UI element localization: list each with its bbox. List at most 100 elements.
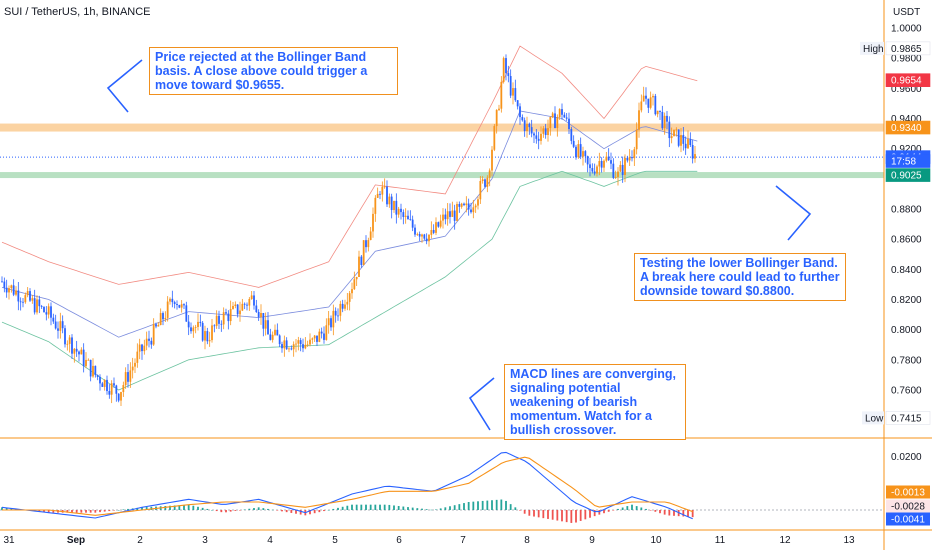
candle bbox=[295, 338, 297, 353]
candle bbox=[204, 325, 206, 350]
macd-histogram-bar bbox=[691, 510, 694, 518]
candle bbox=[666, 111, 668, 130]
candle bbox=[409, 210, 412, 221]
macd-histogram-bar bbox=[425, 509, 428, 510]
macd-histogram-bar bbox=[164, 506, 167, 510]
macd-histogram-bar bbox=[318, 510, 321, 513]
macd-histogram-bar bbox=[556, 510, 559, 521]
candle bbox=[591, 163, 594, 174]
candle bbox=[82, 343, 85, 373]
candle bbox=[404, 208, 407, 224]
candle bbox=[129, 362, 132, 388]
candle bbox=[661, 105, 664, 131]
candle bbox=[612, 158, 615, 180]
macd-histogram-bar bbox=[603, 510, 605, 514]
candle bbox=[645, 87, 647, 105]
candle bbox=[66, 340, 69, 351]
macd-histogram-bar bbox=[533, 510, 535, 517]
candle bbox=[593, 163, 596, 176]
macd-histogram-bar bbox=[43, 510, 45, 513]
candle bbox=[120, 391, 122, 407]
candle bbox=[169, 297, 171, 305]
candle bbox=[694, 146, 696, 163]
macd-histogram-bar bbox=[383, 504, 386, 510]
candle bbox=[463, 202, 465, 207]
price-tick: 0.8200 bbox=[891, 295, 922, 306]
macd-histogram-bar bbox=[309, 510, 311, 515]
candle bbox=[269, 328, 272, 341]
time-label: 11 bbox=[715, 535, 726, 546]
macd-histogram-bar bbox=[463, 503, 465, 510]
candle bbox=[208, 331, 211, 347]
candle bbox=[211, 319, 213, 343]
candle bbox=[19, 297, 22, 311]
candle bbox=[334, 307, 337, 323]
candle bbox=[78, 350, 80, 362]
macd-histogram-bar bbox=[313, 510, 316, 514]
candle bbox=[26, 287, 29, 298]
candle bbox=[304, 337, 307, 350]
candle bbox=[596, 164, 598, 177]
candle bbox=[197, 313, 199, 331]
candle bbox=[386, 180, 388, 207]
candle bbox=[248, 297, 251, 311]
svg-text:High: High bbox=[863, 44, 884, 55]
candle bbox=[549, 116, 552, 136]
macd-histogram-bar bbox=[495, 499, 498, 510]
macd-histogram-bar bbox=[388, 504, 391, 510]
candle bbox=[365, 235, 367, 253]
candle bbox=[199, 314, 202, 327]
macd-histogram-bar bbox=[47, 510, 50, 513]
candle bbox=[535, 129, 538, 144]
macd-histogram-bar bbox=[472, 501, 475, 510]
candle bbox=[647, 98, 650, 114]
candle bbox=[271, 331, 274, 343]
candle bbox=[621, 156, 624, 183]
candle bbox=[477, 196, 479, 210]
macd-badge: -0.0041 bbox=[886, 512, 930, 526]
macd-badge: -0.0028 bbox=[886, 499, 930, 513]
macd-histogram-bar bbox=[365, 504, 367, 510]
candle bbox=[10, 284, 13, 293]
candle bbox=[276, 323, 279, 336]
candle bbox=[241, 298, 244, 312]
candle bbox=[190, 322, 192, 334]
svg-text:17:58: 17:58 bbox=[891, 157, 916, 168]
candle bbox=[101, 381, 104, 387]
candle bbox=[491, 146, 493, 177]
bb-basis-line bbox=[1, 110, 698, 338]
macd-histogram-bar bbox=[547, 510, 549, 519]
candle bbox=[659, 110, 661, 120]
candle bbox=[330, 315, 332, 331]
price-badge-target-upper: 0.9654 bbox=[885, 73, 931, 87]
candle bbox=[470, 202, 472, 214]
macd-histogram-bar bbox=[645, 508, 647, 510]
candle bbox=[530, 119, 533, 138]
candle bbox=[341, 299, 344, 313]
macd-histogram-bar bbox=[626, 506, 629, 510]
arrow-right bbox=[775, 185, 812, 241]
candle bbox=[283, 335, 286, 357]
candle bbox=[274, 324, 276, 337]
candle bbox=[318, 328, 321, 343]
candle bbox=[458, 201, 461, 213]
macd-tick: 0.0200 bbox=[891, 452, 922, 463]
candle bbox=[313, 334, 316, 342]
candle bbox=[484, 178, 486, 189]
price-badge-low-value: 0.7415 bbox=[885, 411, 931, 425]
candle bbox=[526, 116, 528, 138]
candle bbox=[239, 301, 241, 322]
macd-histogram-bar bbox=[435, 509, 437, 510]
svg-text:-0.0028: -0.0028 bbox=[891, 502, 925, 513]
candle bbox=[388, 193, 391, 208]
macd-histogram-bar bbox=[481, 500, 484, 510]
candle bbox=[87, 358, 90, 361]
candle bbox=[605, 151, 608, 163]
candle bbox=[563, 112, 566, 118]
macd-histogram-bar bbox=[575, 510, 577, 523]
candle bbox=[218, 310, 220, 329]
candle bbox=[299, 337, 302, 352]
currency-label[interactable]: USDT bbox=[893, 7, 921, 18]
macd-histogram-bar bbox=[122, 509, 125, 510]
